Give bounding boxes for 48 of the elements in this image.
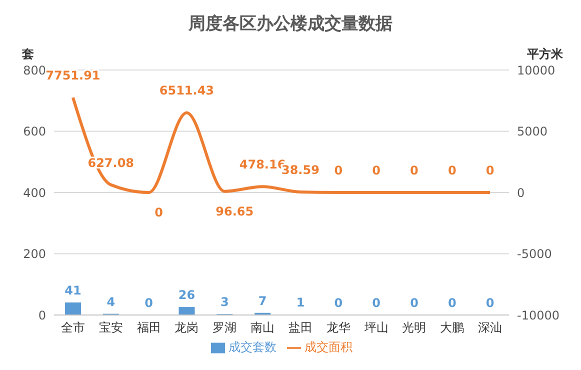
data-label: 0 [486, 164, 494, 178]
x-tick-label: 全市 [60, 320, 85, 335]
data-label: 7751.91 [46, 68, 100, 83]
data-label: 0 [372, 164, 380, 178]
data-label: 0 [334, 164, 343, 178]
data-label: 7 [258, 294, 267, 308]
data-label: 0 [372, 296, 381, 310]
y-tick-label: 400 [23, 186, 46, 200]
data-label: 1 [296, 296, 305, 310]
y2-tick-label: -5000 [517, 247, 552, 262]
x-tick-label: 福田 [136, 320, 161, 335]
x-tick-label: 光明 [402, 320, 426, 335]
x-tick-label: 龙岗 [174, 320, 199, 335]
x-tick-label: 坪山 [363, 320, 388, 335]
y-axis-title: 套 [22, 46, 34, 63]
data-label: 41 [64, 283, 82, 298]
data-label: 0 [448, 164, 456, 178]
data-label: 0 [448, 296, 456, 310]
x-tick-label: 大鹏 [440, 320, 464, 335]
x-tick-label: 龙华 [326, 320, 350, 335]
x-tick-label: 盐田 [288, 320, 312, 335]
chart-title: 周度各区办公楼成交量数据 [188, 13, 394, 36]
data-label: 4 [106, 294, 116, 309]
y-tick-label: 200 [23, 247, 46, 262]
data-label: 26 [178, 288, 196, 302]
data-label: 0 [410, 164, 418, 178]
data-label: 96.65 [216, 204, 254, 218]
data-label: 6511.43 [159, 84, 214, 98]
y2-tick-label: 0 [517, 186, 525, 200]
y2-tick-label: 5000 [517, 124, 548, 139]
x-tick-label: 南山 [250, 320, 275, 335]
x-tick-label: 宝安 [98, 320, 123, 335]
legend-label: 成交套数 [228, 340, 276, 354]
y-tick-label: 0 [38, 308, 46, 322]
data-label: 0 [334, 296, 343, 310]
x-tick-label: 罗湖 [212, 320, 237, 335]
y2-tick-label: -10000 [517, 308, 560, 322]
legend-label: 成交面积 [304, 340, 352, 354]
y2-tick-label: 10000 [517, 63, 556, 78]
data-label: 0 [410, 296, 418, 310]
y-tick-label: 800 [23, 63, 46, 78]
data-label: 0 [154, 206, 163, 220]
y-tick-label: 600 [23, 124, 46, 139]
x-tick-label: 深汕 [478, 320, 502, 335]
y2-axis-title: 平方米 [527, 46, 563, 63]
data-label: 3 [220, 295, 229, 310]
data-label: 0 [144, 296, 154, 310]
data-label: 0 [486, 296, 494, 310]
